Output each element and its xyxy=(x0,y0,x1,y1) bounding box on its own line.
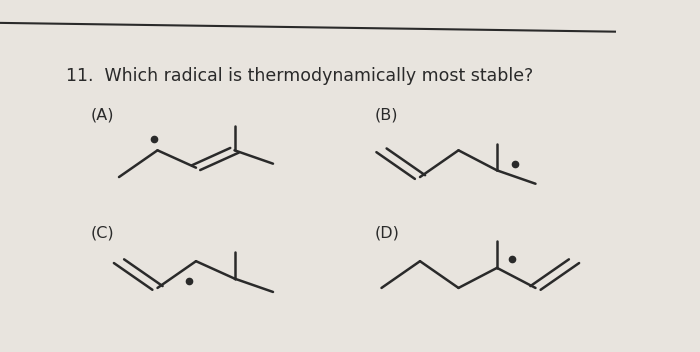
Text: (C): (C) xyxy=(91,225,115,240)
Text: 11.  Which radical is thermodynamically most stable?: 11. Which radical is thermodynamically m… xyxy=(66,67,533,85)
Text: (D): (D) xyxy=(374,225,400,240)
Text: (B): (B) xyxy=(374,107,398,122)
Text: (A): (A) xyxy=(91,107,115,122)
